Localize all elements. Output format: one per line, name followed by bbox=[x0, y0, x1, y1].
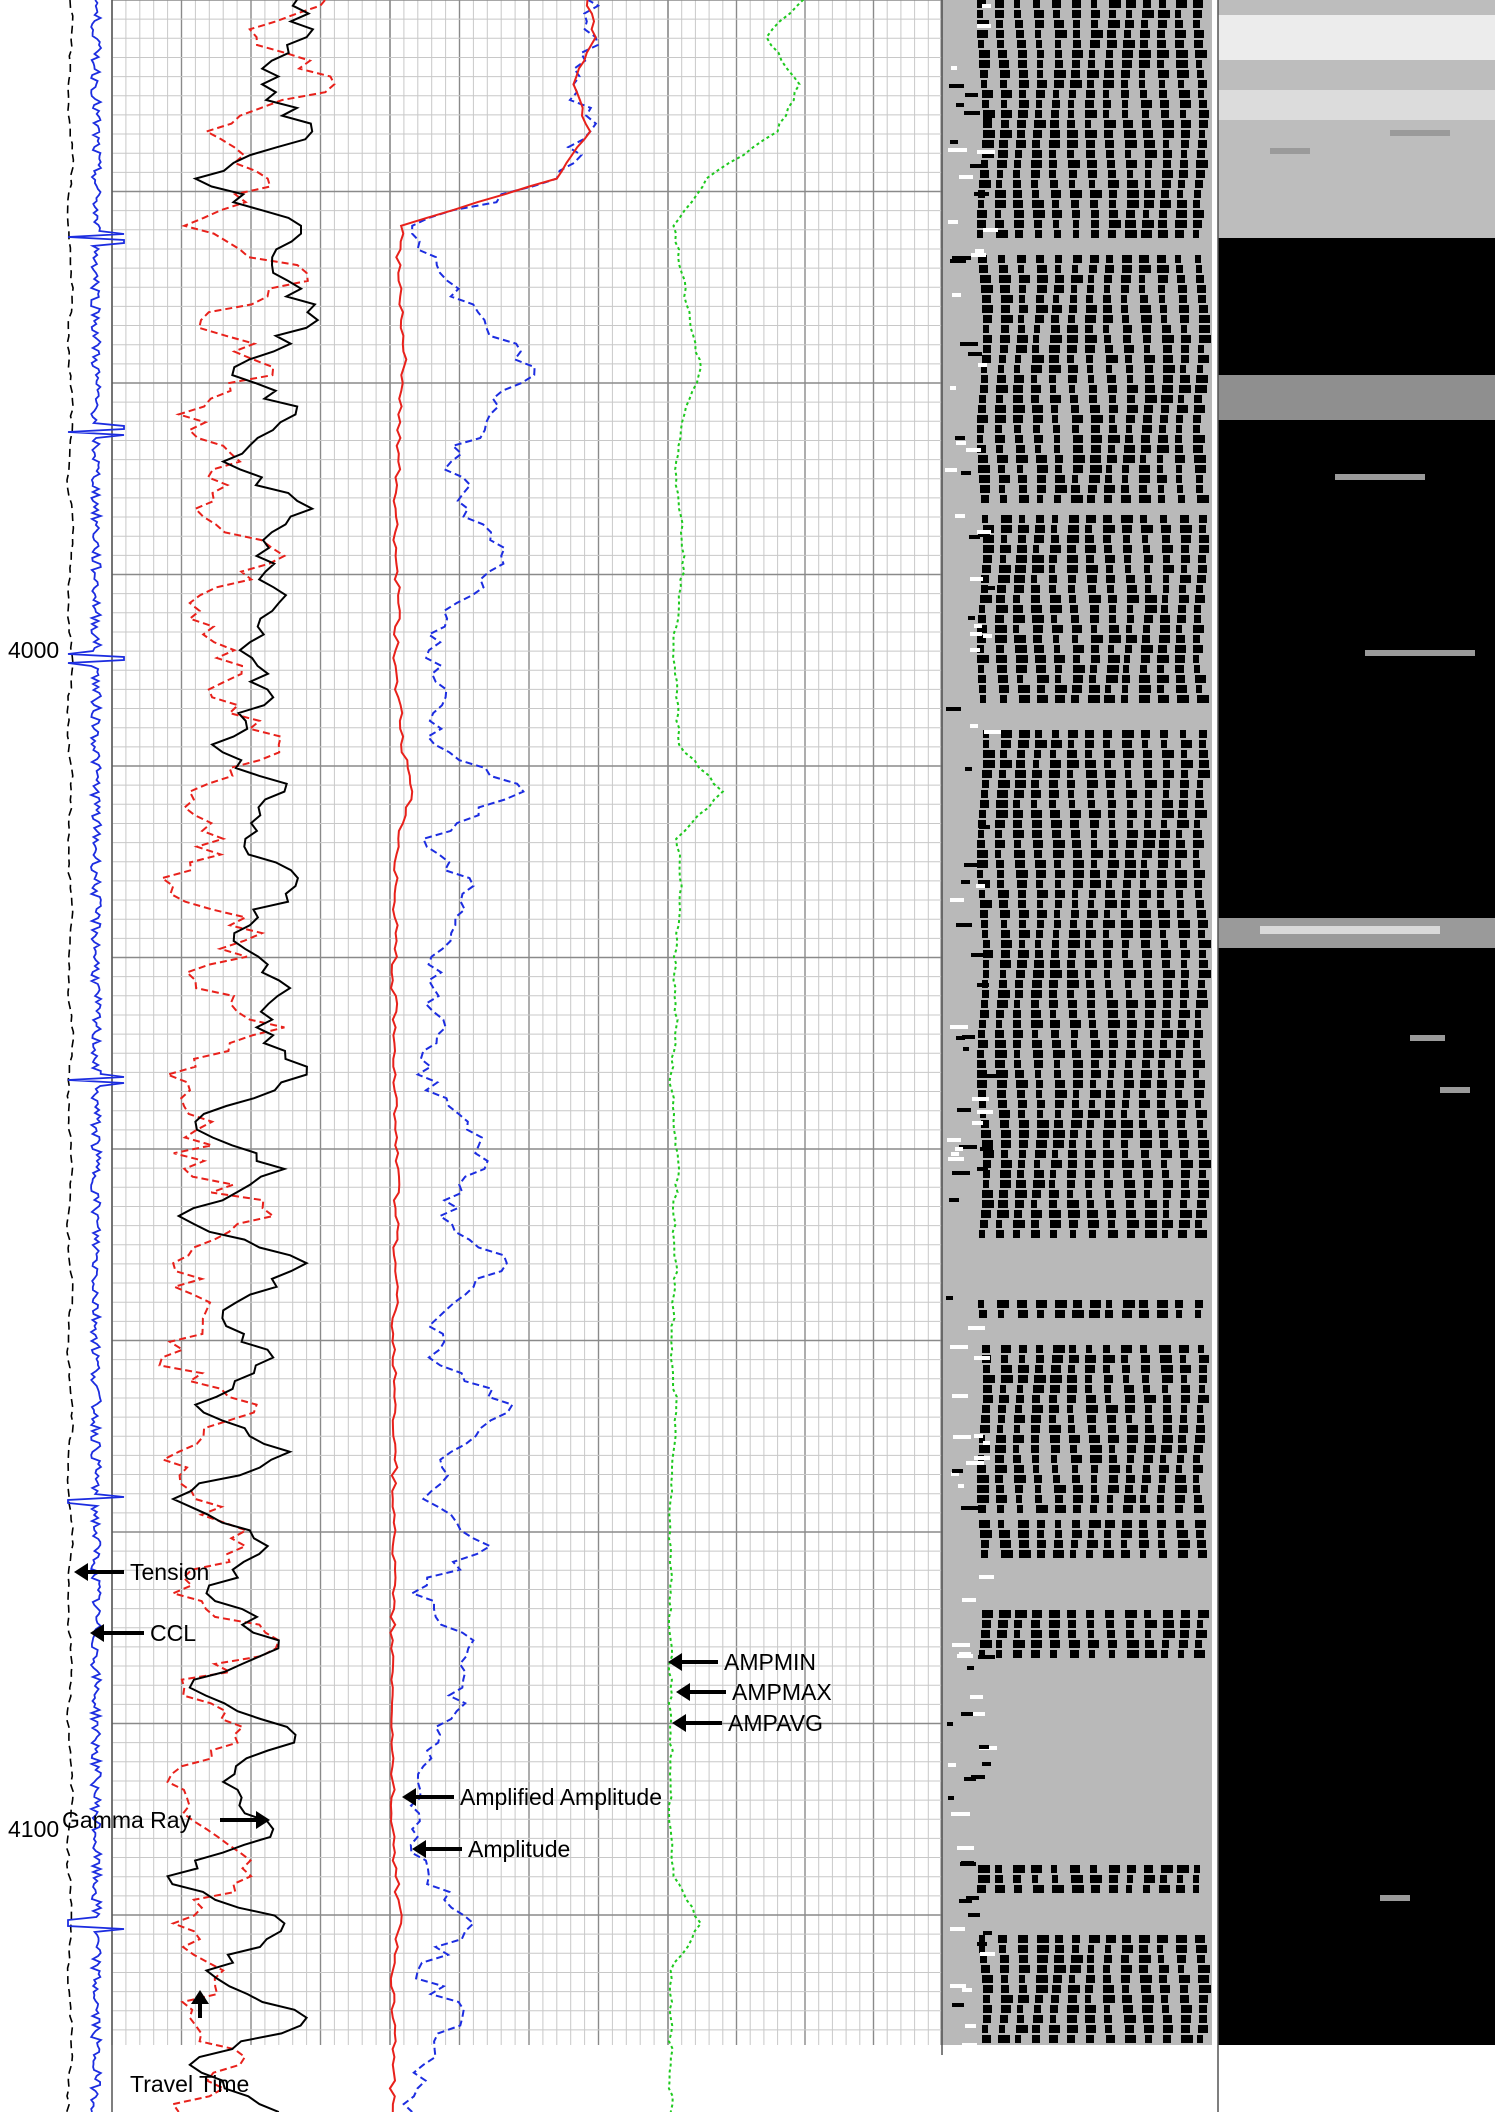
curve-annotations: Tension CCL Gamma Ray Travel Time Amplified … bbox=[62, 1559, 832, 2097]
amplified-amplitude-curve bbox=[388, 0, 597, 2112]
log-curves bbox=[65, 0, 805, 2112]
annotation-label: Gamma Ray bbox=[62, 1807, 192, 1833]
annotation-label: Amplitude bbox=[468, 1836, 570, 1862]
ampavg-curve bbox=[667, 0, 805, 2112]
annotation-amplified-amplitude: Amplified Amplitude bbox=[402, 1784, 662, 1810]
annotation-amplitude: Amplitude bbox=[412, 1836, 570, 1862]
depth-label: 4000 bbox=[8, 637, 59, 663]
annotation-ampavg: AMPAVG bbox=[672, 1710, 823, 1736]
annotation-label: AMPAVG bbox=[728, 1710, 823, 1736]
annotation-ccl: CCL bbox=[90, 1620, 196, 1646]
vdl-band bbox=[977, 1865, 1200, 1893]
annotation-tension: Tension bbox=[74, 1559, 209, 1585]
vdl-band bbox=[979, 1610, 1209, 1658]
arrow-head bbox=[668, 1653, 682, 1671]
cement-map-black bbox=[1218, 0, 1495, 2045]
annotation-label: Tension bbox=[130, 1559, 209, 1585]
vdl-band bbox=[978, 1300, 1203, 1318]
annotation-label: AMPMAX bbox=[732, 1679, 832, 1705]
arrow-head bbox=[672, 1714, 686, 1732]
annotation-ampmin: AMPMIN bbox=[668, 1649, 816, 1675]
vdl-band bbox=[979, 1520, 1207, 1558]
arrow-head bbox=[412, 1840, 426, 1858]
annotation-gamma-ray: Gamma Ray bbox=[62, 1807, 270, 1833]
arrow-head bbox=[90, 1624, 104, 1642]
arrow-head bbox=[74, 1563, 88, 1581]
arrow-head bbox=[191, 1990, 209, 2004]
arrow-head bbox=[402, 1788, 416, 1806]
arrow-head bbox=[256, 1811, 270, 1829]
annotation-ampmax: AMPMAX bbox=[676, 1679, 832, 1705]
cement-map-track bbox=[1218, 0, 1495, 2112]
gamma-ray-curve bbox=[166, 0, 320, 2112]
annotation-travel-time: Travel Time bbox=[130, 1990, 249, 2097]
depth-ticks: 4000 4100 bbox=[8, 637, 59, 1842]
vdl-waveform-track bbox=[940, 0, 1212, 2047]
annotation-label: CCL bbox=[150, 1620, 196, 1646]
vdl-band bbox=[977, 255, 1211, 503]
tension-curve bbox=[65, 0, 75, 2112]
vdl-band bbox=[977, 730, 1211, 1238]
grid-horizontal bbox=[112, 0, 942, 2031]
vdl-band bbox=[979, 1935, 1211, 2043]
arrow-head bbox=[676, 1683, 690, 1701]
amplitude-curve bbox=[402, 0, 601, 2112]
ccl-curve bbox=[67, 0, 125, 2112]
annotation-label: AMPMIN bbox=[724, 1649, 816, 1675]
vdl-band bbox=[977, 0, 1209, 238]
log-grid bbox=[111, 0, 1219, 2112]
annotation-label: Amplified Amplitude bbox=[460, 1784, 662, 1810]
travel-time-curve bbox=[158, 0, 336, 2112]
depth-label: 4100 bbox=[8, 1816, 59, 1842]
annotation-label: Travel Time bbox=[130, 2071, 249, 2097]
